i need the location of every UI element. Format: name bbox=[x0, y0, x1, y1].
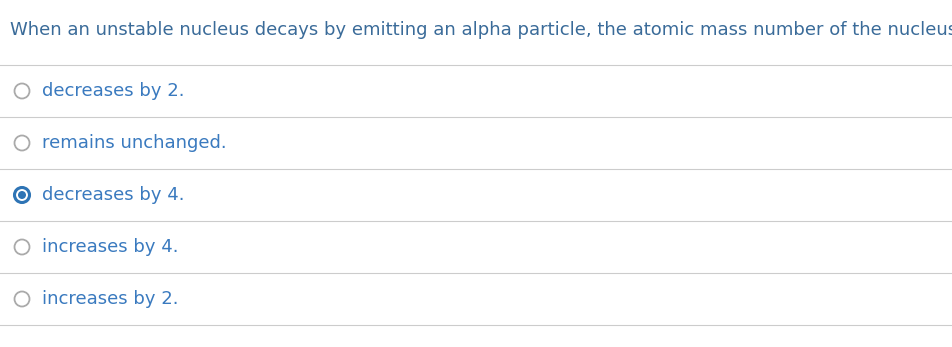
Text: decreases by 4.: decreases by 4. bbox=[42, 186, 185, 204]
Text: When an unstable nucleus decays by emitting an alpha particle, the atomic mass n: When an unstable nucleus decays by emitt… bbox=[10, 21, 952, 39]
Text: remains unchanged.: remains unchanged. bbox=[42, 134, 227, 152]
Text: decreases by 2.: decreases by 2. bbox=[42, 82, 185, 100]
Circle shape bbox=[18, 191, 26, 199]
Text: increases by 2.: increases by 2. bbox=[42, 290, 179, 308]
Text: increases by 4.: increases by 4. bbox=[42, 238, 179, 256]
